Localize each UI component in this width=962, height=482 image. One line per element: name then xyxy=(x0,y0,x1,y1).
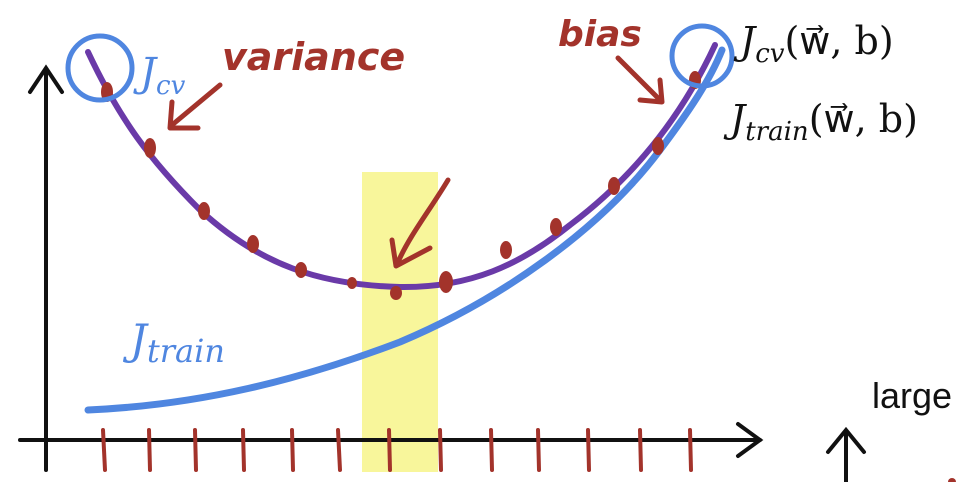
variance-arrowhead xyxy=(167,99,201,131)
tick xyxy=(290,428,295,472)
y-axis-arrowhead xyxy=(28,64,64,94)
bias-arrowhead xyxy=(637,77,665,105)
cv-point xyxy=(439,271,453,293)
tick xyxy=(147,428,152,472)
jcv-function-label: Jcv(w⃗, b) xyxy=(733,19,894,69)
tick xyxy=(438,428,443,472)
cv-point xyxy=(247,235,259,253)
left-endpoint-circle xyxy=(65,33,135,103)
cv-point xyxy=(144,138,156,158)
right-endpoint-circle xyxy=(669,23,735,89)
tick xyxy=(638,428,643,472)
cv-point xyxy=(550,218,562,236)
bias-arrow xyxy=(615,55,663,103)
cv-point xyxy=(390,286,402,300)
variance-arrow xyxy=(169,82,223,128)
x-axis-arrowhead xyxy=(736,422,764,458)
x-axis-ticks xyxy=(101,428,693,472)
optimal-region-highlight xyxy=(362,172,438,472)
cv-point xyxy=(347,277,357,289)
large-label: large xyxy=(872,375,952,416)
jtrain-marker-label: Jtrain xyxy=(122,315,225,370)
tick xyxy=(688,428,693,472)
jtrain-curve xyxy=(84,46,726,414)
jcv-curve xyxy=(85,42,718,291)
tick xyxy=(586,428,591,472)
tick xyxy=(387,428,392,472)
tick xyxy=(241,428,246,472)
tick xyxy=(536,428,541,472)
cv-point xyxy=(295,262,307,278)
up-arrow-icon xyxy=(826,426,866,482)
tick xyxy=(101,428,107,472)
cv-point xyxy=(500,241,512,259)
tick xyxy=(489,428,494,472)
tick xyxy=(336,428,342,472)
jtrain-function-label: Jtrain(w⃗, b) xyxy=(723,97,918,147)
tick xyxy=(193,428,198,472)
jcv-marker-label: Jcv xyxy=(133,50,186,101)
cv-point xyxy=(608,177,620,195)
cv-point xyxy=(652,137,664,155)
small-dot xyxy=(948,478,956,482)
annotation-arrows xyxy=(167,55,665,269)
variance-label: variance xyxy=(222,35,405,79)
optimum-arrowhead xyxy=(389,237,433,269)
bias-label: bias xyxy=(558,14,642,55)
optimum-arrow xyxy=(395,177,451,265)
jcv-points xyxy=(101,71,701,300)
cv-point xyxy=(198,202,210,220)
